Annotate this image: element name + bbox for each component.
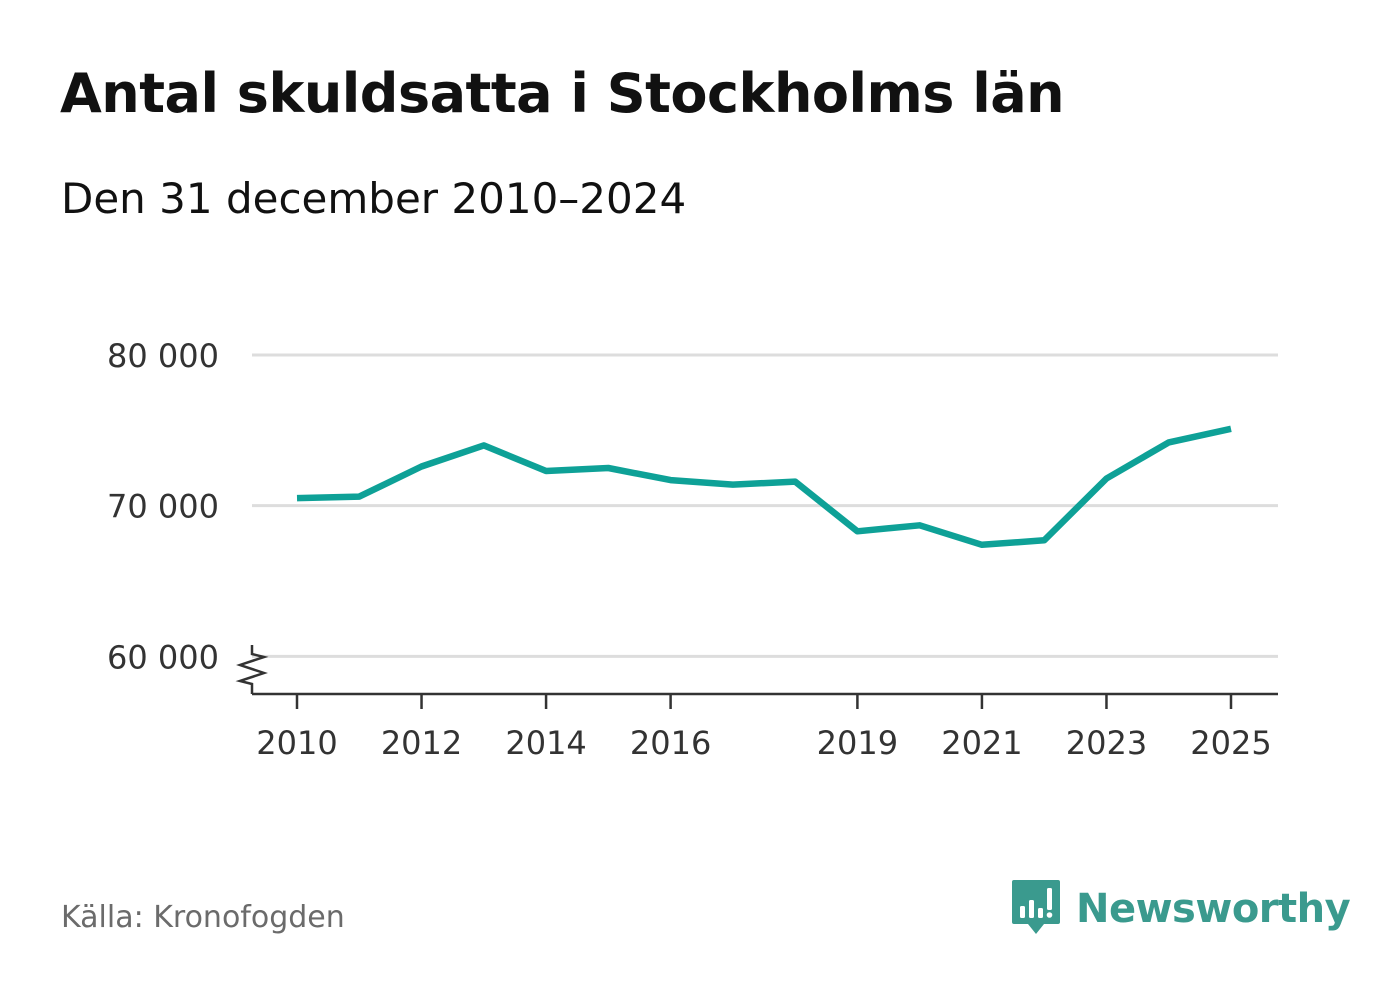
x-axis xyxy=(235,645,1278,709)
x-tick-label: 2021 xyxy=(941,724,1022,762)
x-tick-label: 2014 xyxy=(505,724,586,762)
source-note: Källa: Kronofogden xyxy=(61,900,345,935)
axis-break-icon xyxy=(235,645,269,694)
x-tick-label: 2025 xyxy=(1190,724,1271,762)
x-tick-label: 2016 xyxy=(630,724,711,762)
chart-title: Antal skuldsatta i Stockholms län xyxy=(60,62,1065,125)
y-tick-label: 80 000 xyxy=(107,337,219,375)
x-tick-label: 2023 xyxy=(1066,724,1147,762)
gridlines xyxy=(252,353,1278,658)
series-line xyxy=(296,425,1232,549)
brand-name: Newsworthy xyxy=(1076,886,1351,932)
x-axis-labels: 2010 2012 2014 2016 2019 2021 2023 2025 xyxy=(256,724,1271,762)
y-tick-label: 60 000 xyxy=(107,638,219,676)
x-tick-label: 2010 xyxy=(256,724,337,762)
brand-logo: Newsworthy xyxy=(1010,878,1351,940)
y-axis-labels: 60 000 70 000 80 000 xyxy=(107,337,219,676)
x-tick-label: 2019 xyxy=(817,724,898,762)
y-tick-label: 70 000 xyxy=(107,488,219,526)
newsworthy-logo-icon xyxy=(1012,880,1060,934)
x-tick-label: 2012 xyxy=(381,724,462,762)
series-layer xyxy=(296,425,1232,549)
chart-subtitle: Den 31 december 2010–2024 xyxy=(61,174,687,223)
